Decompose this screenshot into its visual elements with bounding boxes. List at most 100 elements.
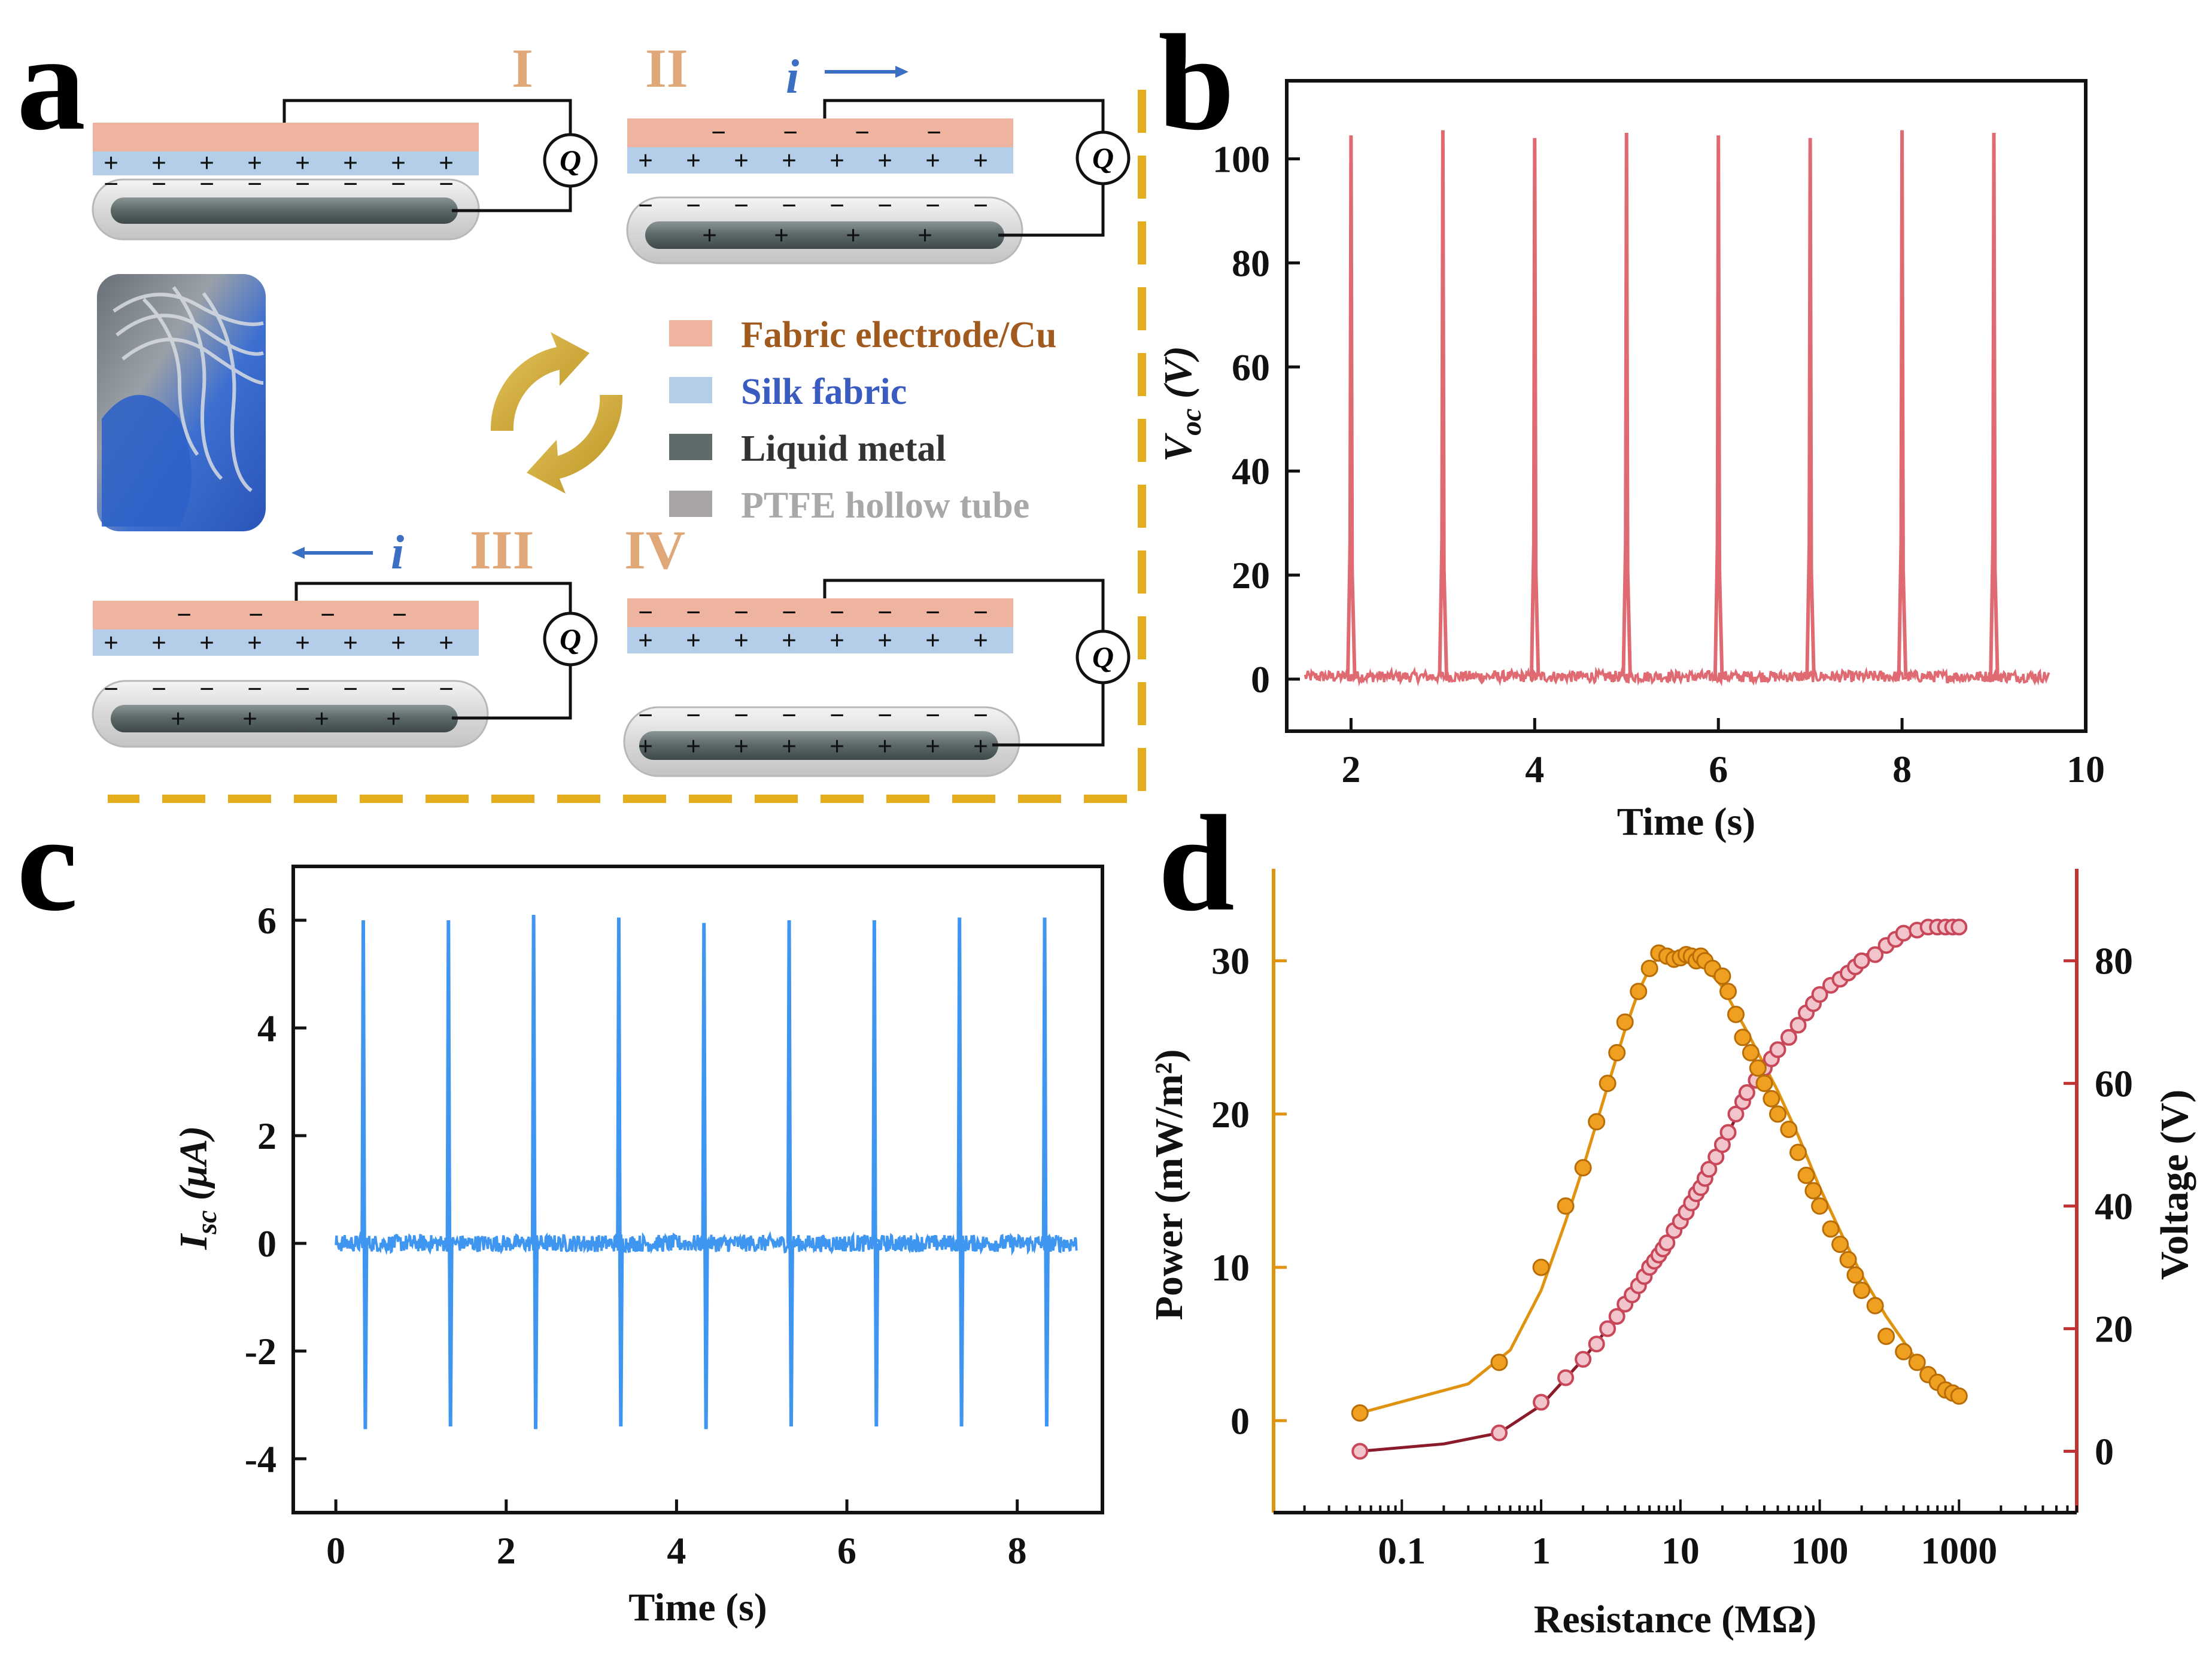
panel-letter-b: b <box>1158 6 1235 159</box>
svg-text:−: − <box>199 674 214 704</box>
current-symbol: i <box>391 527 404 579</box>
y-tick-label: 0 <box>1251 658 1270 701</box>
svg-text:Q: Q <box>1092 640 1114 674</box>
svg-text:+: + <box>925 626 940 655</box>
svg-text:−: − <box>343 674 358 704</box>
isc-spike <box>616 917 624 1427</box>
x-tick-label: 1000 <box>1921 1529 1997 1572</box>
power-point <box>1908 1353 1926 1371</box>
voltage-point <box>1599 1320 1617 1337</box>
svg-text:+: + <box>104 628 118 658</box>
right-tick-label: 20 <box>2095 1308 2133 1350</box>
stage-ii: II i − − − − + + + + + + + + − − − − − − − − + + + + Q <box>626 38 1131 264</box>
svg-text:+: + <box>391 148 406 178</box>
x-tick-label: 2 <box>1341 748 1360 790</box>
power-point <box>1866 1297 1884 1315</box>
voc-peak <box>1713 135 1724 677</box>
svg-text:+: + <box>877 626 892 655</box>
svg-text:−: − <box>686 701 701 730</box>
svg-text:−: − <box>734 701 749 730</box>
x-tick-label: 10 <box>1661 1529 1700 1572</box>
liquid-metal-core <box>111 197 458 224</box>
charge-meter <box>543 612 598 667</box>
svg-text:−: − <box>638 701 653 730</box>
voltage-point <box>1789 1017 1807 1034</box>
svg-text:−: − <box>391 169 406 199</box>
isc-spike <box>871 920 880 1427</box>
power-fit-line <box>1359 950 1960 1414</box>
svg-text:−: − <box>248 600 263 629</box>
voltage-point <box>1575 1350 1592 1368</box>
isc-spike <box>360 920 369 1429</box>
voc-peak <box>1621 132 1632 677</box>
y-tick-label: 80 <box>1232 242 1270 284</box>
power-point <box>1877 1327 1895 1345</box>
left-tick-label: 20 <box>1211 1093 1250 1136</box>
svg-text:+: + <box>877 732 892 761</box>
charge-meter <box>1075 629 1131 685</box>
voltage-point <box>1533 1394 1550 1411</box>
svg-text:+: + <box>686 626 701 655</box>
svg-text:+: + <box>782 732 797 761</box>
power-point <box>1557 1197 1575 1215</box>
power-point <box>1616 1013 1634 1031</box>
negative-charges: − − − − − − − − <box>638 701 988 730</box>
svg-text:−: − <box>830 701 844 730</box>
svg-text:Q: Q <box>560 622 581 656</box>
isc-spike <box>1041 917 1050 1427</box>
svg-text:+: + <box>199 148 214 178</box>
chart-power-voltage: 0.1 1 10 100 1000 0 10 20 30 0 20 40 60 80 Resistance … <box>1147 869 2196 1641</box>
svg-text:+: + <box>702 221 717 250</box>
svg-text:−: − <box>925 701 940 730</box>
legend-item-silk: Silk fabric <box>669 372 907 412</box>
liquid-metal-core <box>111 705 458 732</box>
stage-label: II <box>645 38 688 99</box>
svg-text:+: + <box>782 626 797 655</box>
svg-text:+: + <box>830 732 844 761</box>
power-point <box>1574 1159 1592 1177</box>
svg-text:+: + <box>638 732 653 761</box>
svg-text:−: − <box>320 600 335 629</box>
y-axis-title: Isc (μA) <box>172 1126 223 1251</box>
power-point <box>1742 1044 1760 1061</box>
svg-text:−: − <box>151 674 166 704</box>
voltage-point <box>1557 1369 1575 1386</box>
svg-text:+: + <box>638 146 653 175</box>
liquid-metal-core <box>645 221 1004 249</box>
power-point <box>1588 1113 1606 1131</box>
chart-isc: 0 2 4 6 8 -4 -2 0 2 4 6 Time (s) Isc (μA) <box>172 865 1104 1629</box>
svg-text:−: − <box>638 598 653 627</box>
svg-text:−: − <box>830 191 844 220</box>
right-tick-label: 40 <box>2095 1185 2133 1228</box>
right-axis-title: Voltage (V) <box>2153 1090 2196 1280</box>
power-point <box>1789 1143 1807 1161</box>
power-point <box>1811 1197 1829 1215</box>
x-tick-label: 2 <box>497 1529 516 1572</box>
silk-fabric-layer <box>93 629 479 656</box>
plot-frame <box>1285 79 2088 733</box>
left-axis-title: Power (mW/m²) <box>1147 1049 1191 1321</box>
x-tick-label: 1 <box>1532 1529 1551 1572</box>
power-point <box>1769 1105 1786 1123</box>
voc-peak <box>1989 132 2000 677</box>
power-point <box>1755 1075 1773 1093</box>
svg-text:−: − <box>711 118 726 147</box>
legend-item-electrode: Fabric electrode/Cu <box>669 315 1056 355</box>
y-tick-label: 40 <box>1232 450 1270 492</box>
panel-letter-d: d <box>1158 787 1235 939</box>
power-point <box>1831 1236 1849 1254</box>
power-point <box>1727 1005 1745 1023</box>
x-tick-label: 6 <box>837 1529 856 1572</box>
isc-spike <box>701 923 709 1429</box>
left-tick-label: 10 <box>1211 1246 1250 1289</box>
stage-label: I <box>512 38 533 99</box>
svg-text:+: + <box>734 626 749 655</box>
svg-text:+: + <box>782 146 797 175</box>
svg-text:+: + <box>877 146 892 175</box>
right-tick-label: 60 <box>2095 1063 2133 1105</box>
svg-text:−: − <box>151 169 166 199</box>
positive-charges: + + + + <box>702 221 932 250</box>
voc-peak <box>1529 138 1540 677</box>
